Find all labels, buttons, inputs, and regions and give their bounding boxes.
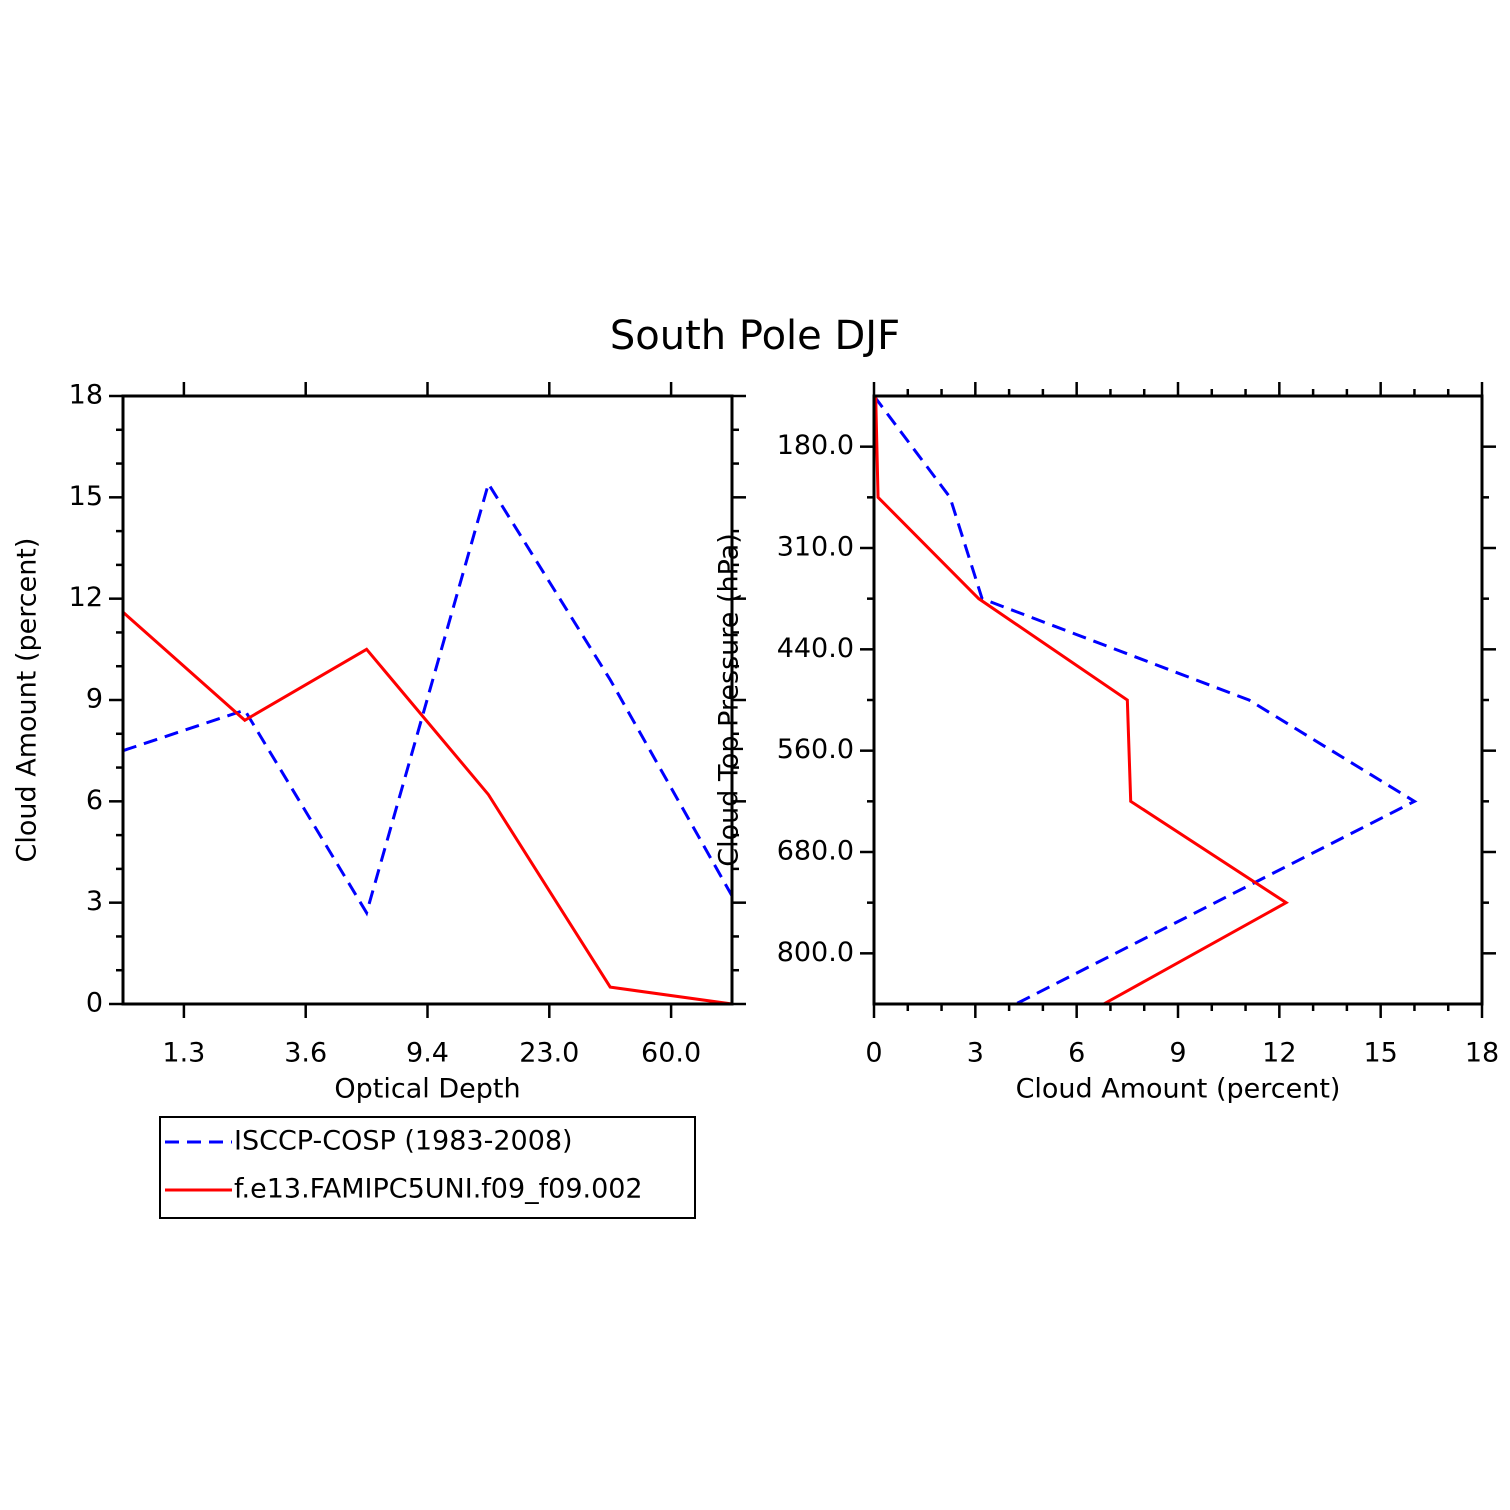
x-tick-label: 15 [1363, 1038, 1397, 1069]
series-line [874, 395, 1289, 1006]
y-tick-label: 9 [86, 684, 103, 715]
y-tick-label: 180.0 [777, 430, 854, 461]
x-tick-label: 3.6 [284, 1038, 327, 1069]
x-tick-label: 0 [865, 1038, 882, 1069]
x-tick-label: 60.0 [641, 1038, 701, 1069]
x-tick-label: 6 [1068, 1038, 1085, 1069]
legend-label: f.e13.FAMIPC5UNI.f09_f09.002 [234, 1174, 643, 1205]
y-tick-label: 0 [86, 988, 103, 1019]
y-tick-label: 560.0 [777, 734, 854, 765]
y-tick-label: 440.0 [777, 633, 854, 664]
x-axis-label: Cloud Amount (percent) [1016, 1074, 1341, 1105]
y-axis-label: Cloud Amount (percent) [12, 538, 43, 863]
x-tick-label: 12 [1262, 1038, 1296, 1069]
y-tick-label: 18 [69, 380, 103, 411]
x-axis-label: Optical Depth [334, 1074, 520, 1105]
x-tick-label: 18 [1465, 1038, 1499, 1069]
x-tick-label: 23.0 [519, 1038, 579, 1069]
x-tick-label: 9 [1169, 1038, 1186, 1069]
y-tick-label: 680.0 [777, 836, 854, 867]
x-tick-label: 9.4 [406, 1038, 449, 1069]
x-tick-label: 1.3 [162, 1038, 205, 1069]
y-tick-label: 6 [86, 785, 103, 816]
plot-frame [121, 394, 734, 1006]
legend-box [159, 1116, 696, 1219]
x-tick-label: 3 [967, 1038, 984, 1069]
figure-title: South Pole DJF [610, 313, 900, 359]
series-line [872, 395, 1418, 1006]
y-tick-label: 310.0 [777, 532, 854, 563]
y-tick-label: 15 [69, 481, 103, 512]
legend-label: ISCCP-COSP (1983-2008) [234, 1126, 573, 1157]
plot-frame [872, 394, 1484, 1006]
y-tick-label: 800.0 [777, 937, 854, 968]
y-tick-label: 12 [69, 582, 103, 613]
y-tick-label: 3 [86, 886, 103, 917]
y-axis-label: Cloud Top Pressure (hPa) [714, 533, 745, 867]
series-line [122, 480, 734, 917]
series-line [122, 611, 733, 1006]
